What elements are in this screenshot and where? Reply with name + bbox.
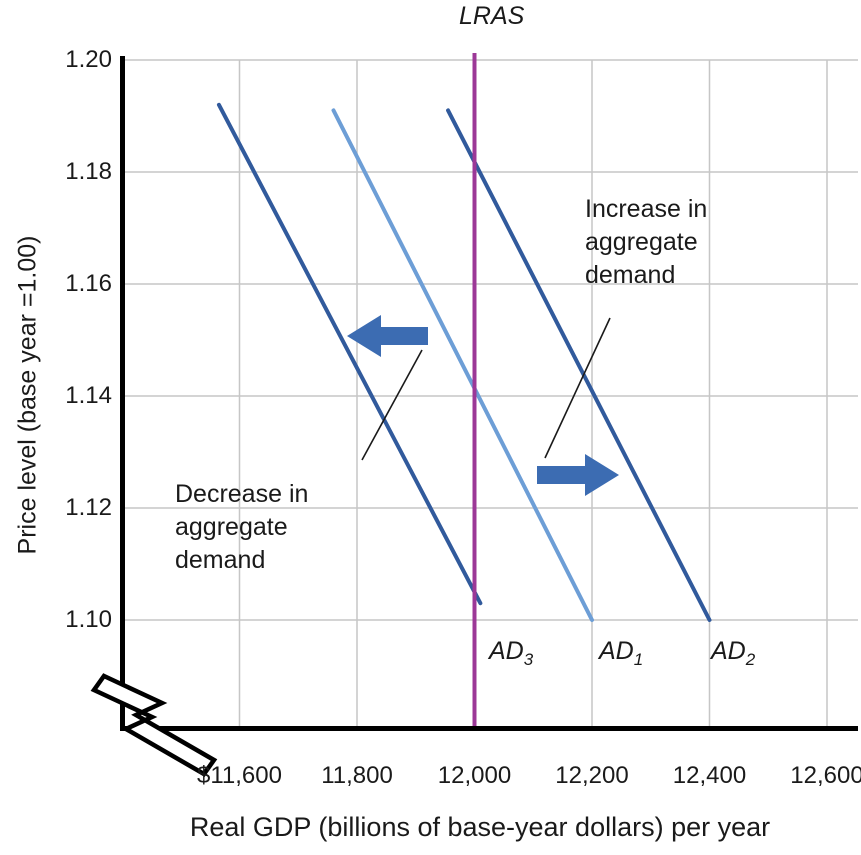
- curve-label-ad2: AD2: [711, 637, 756, 669]
- y-tick-label: 1.18: [65, 158, 112, 185]
- x-axis-title: Real GDP (billions of base-year dollars)…: [189, 812, 771, 842]
- x-tick-label: $11,600: [197, 762, 282, 789]
- curve-label-subscript: 3: [523, 650, 534, 669]
- curve-label-ad1: AD1: [599, 637, 644, 669]
- annotation-text-line: Decrease in: [175, 480, 309, 508]
- x-axis-line: [120, 726, 858, 731]
- annotation-text-line: demand: [585, 261, 676, 289]
- curve-label-text: AD: [599, 637, 634, 665]
- pointer-line-decrease: [361, 349, 423, 461]
- y-tick-label: 1.10: [65, 606, 112, 633]
- curve-ad3: [216, 102, 483, 606]
- curve-label-subscript: 1: [633, 650, 644, 669]
- curve-label-text: AD: [711, 637, 746, 665]
- annotation-text-line: Increase in: [585, 195, 708, 223]
- y-axis-line: [120, 56, 125, 731]
- annotation-text-line: demand: [175, 546, 266, 574]
- axis-break-icon: [90, 673, 218, 777]
- arrow-left-icon: [347, 315, 428, 357]
- y-tick-label: 1.16: [65, 270, 112, 297]
- annotation-decrease-in-aggregate-demand: Decrease in aggregate demand: [175, 478, 308, 577]
- x-tick-label: 12,200: [555, 762, 629, 789]
- x-tick-label: 12,400: [672, 762, 747, 789]
- pointer-line-increase: [544, 317, 611, 459]
- curve-label-ad3: AD3: [489, 637, 534, 669]
- arrow-right-icon: [537, 454, 619, 496]
- x-tick-label: 11,800: [321, 762, 393, 789]
- y-tick-label: 1.20: [65, 46, 112, 73]
- curve-ad1: [331, 108, 594, 622]
- curve-label-text: AD: [489, 637, 524, 665]
- curve-ad2: [446, 108, 712, 622]
- x-tick-label: 12,000: [437, 762, 512, 789]
- annotation-increase-in-aggregate-demand: Increase in aggregate demand: [585, 193, 707, 292]
- annotation-text-line: aggregate: [585, 228, 698, 256]
- x-tick-label: 12,600: [790, 762, 861, 789]
- y-tick-label: 1.14: [65, 382, 112, 409]
- curve-label-subscript: 2: [745, 650, 756, 669]
- annotation-text-line: aggregate: [175, 513, 288, 541]
- lras-label: LRAS: [459, 2, 525, 30]
- y-tick-label: 1.12: [65, 494, 112, 521]
